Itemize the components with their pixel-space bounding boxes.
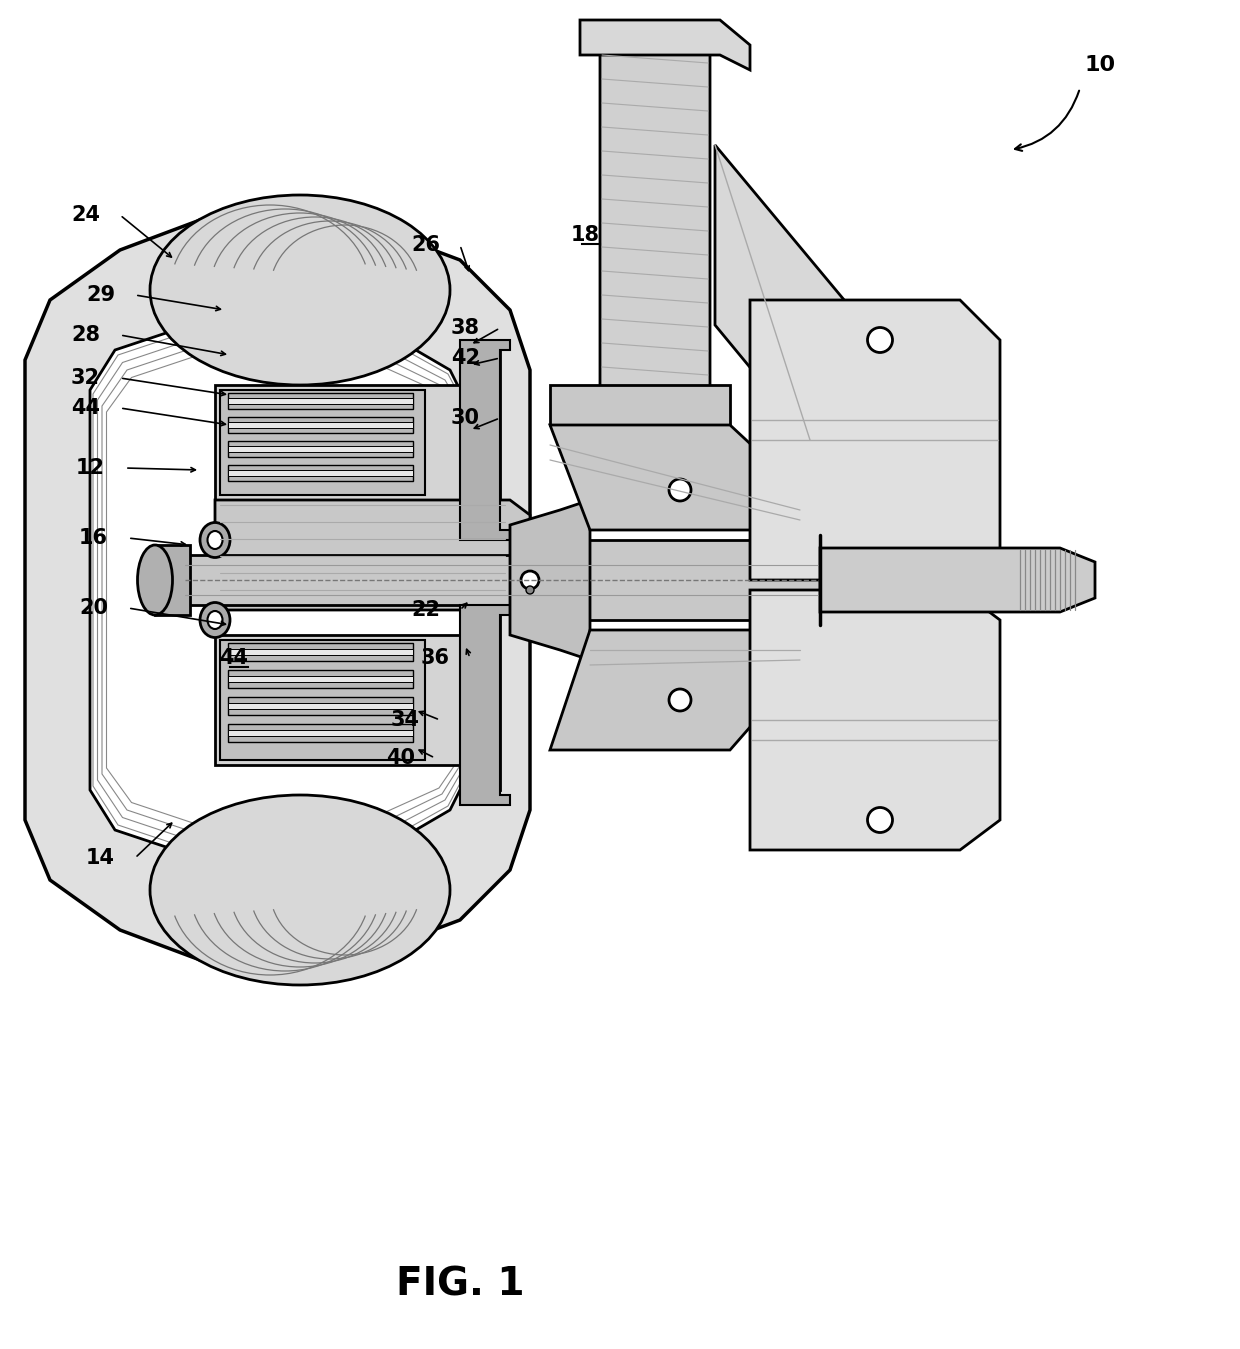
Polygon shape [510, 500, 590, 660]
Text: 22: 22 [410, 600, 440, 621]
Bar [228, 670, 413, 688]
Text: 29: 29 [86, 285, 115, 305]
Ellipse shape [150, 196, 450, 384]
Ellipse shape [138, 545, 172, 615]
Text: 40: 40 [386, 747, 415, 768]
Polygon shape [215, 610, 500, 791]
Text: 14: 14 [86, 849, 115, 867]
Bar [228, 417, 413, 433]
Bar [228, 398, 413, 403]
Bar [228, 422, 413, 428]
Polygon shape [580, 20, 750, 70]
Ellipse shape [526, 585, 534, 594]
Polygon shape [215, 345, 500, 525]
Polygon shape [820, 548, 1095, 612]
Bar [219, 639, 425, 759]
Bar [228, 724, 413, 742]
Polygon shape [750, 590, 999, 850]
Text: 28: 28 [71, 325, 100, 345]
Bar [228, 469, 413, 476]
Text: 36: 36 [422, 648, 450, 668]
Text: 26: 26 [410, 235, 440, 255]
Ellipse shape [670, 479, 691, 500]
Ellipse shape [207, 532, 222, 549]
Bar [219, 390, 425, 495]
Text: 32: 32 [71, 368, 100, 389]
Bar [155, 545, 190, 615]
Bar [228, 447, 413, 452]
Ellipse shape [868, 328, 893, 352]
Ellipse shape [868, 808, 893, 832]
Bar [228, 393, 413, 409]
Text: 24: 24 [71, 205, 100, 225]
Bar [228, 441, 413, 457]
Ellipse shape [200, 603, 229, 638]
Polygon shape [460, 604, 510, 805]
Polygon shape [551, 384, 730, 425]
Text: 44: 44 [71, 398, 100, 418]
Text: 44: 44 [219, 648, 248, 668]
Polygon shape [460, 340, 510, 540]
Text: 20: 20 [79, 598, 108, 618]
Ellipse shape [200, 522, 229, 557]
Bar [228, 643, 413, 661]
Text: 42: 42 [451, 348, 480, 368]
Polygon shape [750, 299, 999, 580]
Text: 38: 38 [451, 318, 480, 339]
Text: 18: 18 [570, 225, 600, 246]
Bar [228, 703, 413, 710]
Text: 16: 16 [79, 527, 108, 548]
Polygon shape [215, 500, 529, 610]
Bar [228, 730, 413, 737]
Text: FIG. 1: FIG. 1 [396, 1265, 525, 1304]
Ellipse shape [670, 689, 691, 711]
Text: 30: 30 [451, 407, 480, 428]
Bar [228, 697, 413, 715]
Bar [228, 465, 413, 482]
FancyArrowPatch shape [1016, 90, 1079, 151]
Text: 10: 10 [1085, 55, 1116, 76]
Text: 12: 12 [76, 459, 105, 478]
Polygon shape [185, 540, 820, 621]
Bar [228, 649, 413, 656]
Ellipse shape [150, 795, 450, 985]
Text: 34: 34 [391, 710, 420, 730]
Polygon shape [91, 320, 475, 861]
Polygon shape [551, 630, 800, 750]
Polygon shape [25, 214, 529, 965]
Polygon shape [551, 425, 800, 530]
Ellipse shape [521, 571, 539, 590]
Polygon shape [600, 30, 711, 390]
Polygon shape [715, 144, 890, 440]
Ellipse shape [207, 611, 222, 629]
Bar [228, 676, 413, 683]
